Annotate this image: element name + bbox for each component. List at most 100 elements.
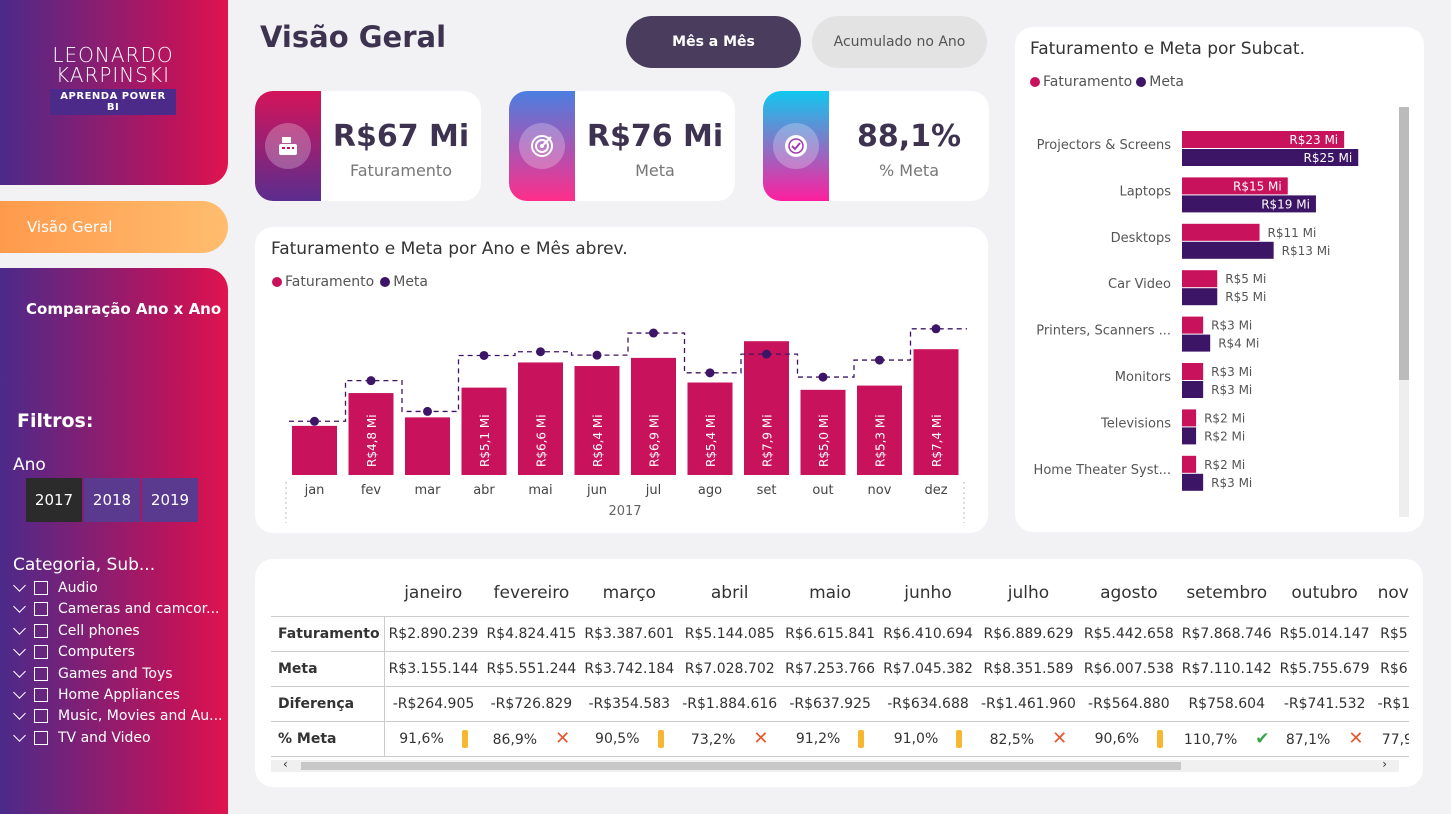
year-button-2017[interactable]: 2017 xyxy=(26,478,82,522)
filters-title: Filtros: xyxy=(17,410,94,432)
category-item[interactable]: Games and Toys xyxy=(13,664,173,682)
scroll-right-icon[interactable]: › xyxy=(1382,757,1387,771)
bar-faturamento xyxy=(1182,223,1260,241)
chevron-down-icon[interactable] xyxy=(13,664,26,678)
category-label: Car Video xyxy=(1108,277,1171,292)
chart-title: Faturamento e Meta por Subcat. xyxy=(1030,39,1305,59)
pct-value: 91,6% xyxy=(399,730,444,747)
kpi-icon-panel xyxy=(255,91,321,201)
checkbox[interactable] xyxy=(34,688,48,702)
category-item[interactable]: TV and Video xyxy=(13,728,151,746)
checkbox[interactable] xyxy=(34,623,48,638)
acumulado-ano-button[interactable]: Acumulado no Ano xyxy=(812,16,987,68)
cross-icon: ✕ xyxy=(753,728,769,749)
pct-value: 82,5% xyxy=(989,732,1035,748)
category-label: TV and Video xyxy=(58,729,151,746)
mes-a-mes-button[interactable]: Mês a Mês xyxy=(626,16,801,68)
category-label: Cameras and camcor... xyxy=(58,601,220,618)
kpi-icon-panel xyxy=(509,91,575,201)
legend-dot-faturamento xyxy=(1030,77,1040,87)
x-tick-label: jun xyxy=(586,483,607,498)
horizontal-scrollbar[interactable]: ‹ › xyxy=(271,757,1399,772)
year-filter-label: Ano xyxy=(13,455,46,475)
x-tick-label: nov xyxy=(868,483,892,498)
category-item[interactable]: Music, Movies and Au... xyxy=(13,707,223,724)
category-item[interactable]: Cameras and camcor... xyxy=(13,600,220,618)
kpi-faturamento-card: R$67 Mi Faturamento xyxy=(255,91,481,201)
category-label: Cell phones xyxy=(58,622,140,639)
checkbox[interactable] xyxy=(34,730,48,745)
nav-comparacao[interactable]: Comparação Ano x Ano xyxy=(26,300,222,318)
kpi-icon-panel xyxy=(763,91,829,201)
nav-visao-geral[interactable]: Visão Geral xyxy=(0,201,228,253)
month-header: fevereiro xyxy=(482,570,581,617)
checkbox[interactable] xyxy=(34,666,48,681)
category-item[interactable]: Computers xyxy=(13,643,135,660)
bar-faturamento xyxy=(461,387,507,475)
chevron-down-icon[interactable] xyxy=(13,600,26,614)
logo: LEONARDO KARPINSKI APRENDA POWER BI xyxy=(50,45,176,115)
cross-icon: ✕ xyxy=(1348,728,1364,749)
table-cell: R$6.410.694 xyxy=(879,616,977,652)
row-header: Meta xyxy=(271,651,385,687)
table-cell: R$7.028.702 xyxy=(678,651,782,687)
x-tick-label: mar xyxy=(415,483,442,498)
bar-faturamento xyxy=(631,357,676,475)
year-button-2018[interactable]: 2018 xyxy=(84,478,140,522)
bar-meta xyxy=(1182,149,1359,166)
bar-data-label: R$5,4 Mi xyxy=(704,414,718,467)
badge-check-icon xyxy=(773,123,819,169)
page-title: Visão Geral xyxy=(260,20,447,54)
category-item[interactable]: Home Appliances xyxy=(13,686,180,703)
bar-data-label: R$7,4 Mi xyxy=(930,414,944,467)
table-row: Diferença -R$264.905 -R$726.829 -R$354.583-… xyxy=(271,686,1409,722)
bar-faturamento xyxy=(292,425,337,475)
bar-data-label: R$13 Mi xyxy=(1282,244,1331,258)
year-button-2019[interactable]: 2019 xyxy=(142,478,198,522)
chevron-down-icon[interactable] xyxy=(13,643,26,657)
chevron-down-icon[interactable] xyxy=(13,621,26,635)
checkbox[interactable] xyxy=(34,709,48,724)
category-label: Home Appliances xyxy=(58,687,180,703)
checkbox[interactable] xyxy=(34,602,48,617)
scrollbar-track[interactable] xyxy=(1399,107,1409,517)
kpi-value: R$67 Mi xyxy=(332,119,470,154)
category-item[interactable]: Cell phones xyxy=(13,621,140,639)
x-tick-label: set xyxy=(757,483,777,498)
chevron-down-icon[interactable] xyxy=(13,686,26,699)
meta-point xyxy=(649,328,658,338)
table-cell: -R$726.829 xyxy=(482,686,581,722)
month-header: março xyxy=(580,570,679,617)
table-cell: R$4.824.415 xyxy=(482,616,581,652)
bar-meta xyxy=(1182,195,1316,213)
category-item[interactable]: Audio xyxy=(13,579,98,596)
scrollbar-thumb[interactable] xyxy=(1399,107,1409,380)
bar-data-label: R$2 Mi xyxy=(1204,429,1245,443)
bar-data-label: R$23 Mi xyxy=(1289,133,1338,147)
bar-faturamento xyxy=(574,366,620,475)
cross-icon: ✕ xyxy=(1052,728,1068,749)
bar-faturamento xyxy=(405,417,450,475)
table-cell: R$5.442.658 xyxy=(1079,616,1178,652)
bar-data-label: R$5 Mi xyxy=(1225,290,1266,304)
bar-data-label: R$6,9 Mi xyxy=(648,414,662,467)
checkbox[interactable] xyxy=(34,581,48,595)
chevron-down-icon[interactable] xyxy=(13,579,26,592)
chevron-down-icon[interactable] xyxy=(13,707,26,721)
table-cell: -R$634.688 xyxy=(879,686,977,722)
cross-icon: ✕ xyxy=(555,728,571,749)
bar-data-label: R$5,0 Mi xyxy=(817,414,831,467)
table-cell: 86,9% ✕ xyxy=(482,721,581,757)
scroll-left-icon[interactable]: ‹ xyxy=(283,757,288,771)
bar-meta xyxy=(1182,241,1274,259)
checkbox[interactable] xyxy=(34,645,48,660)
scrollbar-thumb[interactable] xyxy=(301,762,1181,770)
table-cell: 82,5% ✕ xyxy=(976,721,1080,757)
meta-point xyxy=(536,347,545,357)
logo-subtitle: APRENDA POWER BI xyxy=(50,89,176,115)
kpi-label: Meta xyxy=(635,161,675,180)
chevron-down-icon[interactable] xyxy=(13,728,26,742)
cash-register-icon xyxy=(265,123,311,169)
warning-icon xyxy=(858,729,865,748)
legend-dot-meta xyxy=(1136,77,1147,87)
